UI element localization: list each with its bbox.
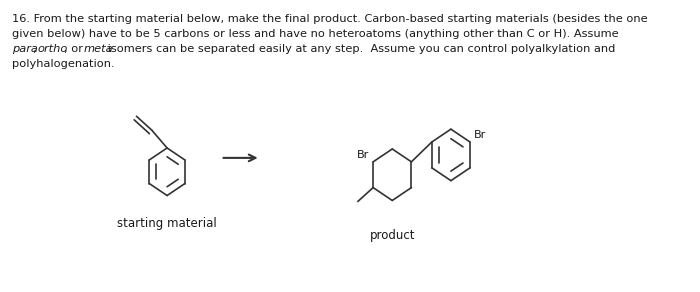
Text: meta: meta [84, 44, 113, 54]
Text: product: product [370, 229, 415, 242]
Text: Br: Br [473, 130, 486, 140]
Text: given below) have to be 5 carbons or less and have no heteroatoms (anything othe: given below) have to be 5 carbons or les… [12, 29, 618, 39]
Text: starting material: starting material [117, 217, 217, 230]
Text: para: para [12, 44, 38, 54]
Text: isomers can be separated easily at any step.  Assume you can control polyalkylat: isomers can be separated easily at any s… [104, 44, 615, 54]
Text: polyhalogenation.: polyhalogenation. [12, 59, 114, 69]
Text: ortho: ortho [38, 44, 69, 54]
Text: Br: Br [356, 150, 369, 160]
Text: 16. From the starting material below, make the final product. Carbon-based start: 16. From the starting material below, ma… [12, 14, 648, 24]
Text: ,: , [32, 44, 36, 54]
Text: , or: , or [64, 44, 87, 54]
